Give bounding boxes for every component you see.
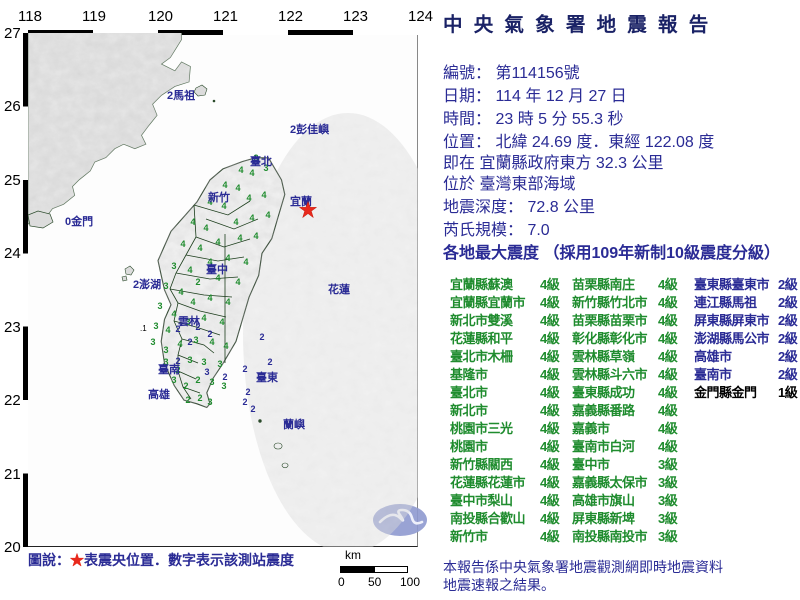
svg-text:3: 3: [163, 281, 168, 291]
svg-text:4: 4: [265, 210, 270, 220]
svg-text:2: 2: [250, 404, 255, 414]
svg-text:4: 4: [171, 309, 176, 319]
svg-text:4: 4: [237, 233, 242, 243]
svg-text:4: 4: [190, 217, 195, 227]
svg-text:3: 3: [163, 345, 168, 355]
svg-text:4: 4: [203, 223, 208, 233]
svg-text:2: 2: [195, 277, 200, 287]
svg-text:4: 4: [180, 239, 185, 249]
svg-text:4: 4: [243, 257, 248, 267]
svg-text:2馬祖: 2馬祖: [167, 88, 195, 102]
svg-text:4: 4: [215, 237, 220, 247]
svg-text:2澎湖: 2澎湖: [133, 277, 161, 291]
svg-text:2: 2: [242, 364, 247, 374]
svg-text:臺東: 臺東: [256, 370, 279, 384]
svg-text:4: 4: [261, 190, 266, 200]
svg-text:4: 4: [233, 217, 238, 227]
svg-text:蘭嶼: 蘭嶼: [283, 417, 305, 431]
svg-text:2: 2: [195, 375, 200, 385]
svg-text:4: 4: [235, 183, 240, 193]
svg-text:4: 4: [235, 277, 240, 287]
svg-text:臺北: 臺北: [250, 154, 272, 168]
svg-text:4: 4: [190, 297, 195, 307]
svg-text:4: 4: [187, 265, 192, 275]
svg-text:4: 4: [223, 341, 228, 351]
svg-text:3: 3: [187, 355, 192, 365]
svg-text:3: 3: [157, 301, 162, 311]
svg-text:2: 2: [187, 337, 192, 347]
svg-text:2: 2: [245, 387, 250, 397]
svg-text:4: 4: [249, 168, 254, 178]
svg-text:4: 4: [201, 313, 206, 323]
svg-text:4: 4: [197, 243, 202, 253]
svg-text:雲林: 雲林: [178, 314, 200, 328]
svg-text:2: 2: [185, 395, 190, 405]
svg-text:2彭佳嶼: 2彭佳嶼: [290, 122, 329, 136]
svg-text:3: 3: [171, 375, 176, 385]
svg-text:4: 4: [249, 213, 254, 223]
svg-text:2: 2: [197, 393, 202, 403]
svg-text:3: 3: [207, 397, 212, 407]
svg-text:臺南: 臺南: [158, 362, 180, 376]
svg-text:2: 2: [222, 372, 227, 382]
svg-text:3: 3: [201, 357, 206, 367]
svg-text:0金門: 0金門: [65, 214, 93, 228]
svg-text:4: 4: [246, 193, 251, 203]
svg-text:4: 4: [165, 325, 170, 335]
svg-text:2: 2: [183, 381, 188, 391]
svg-text:.1: .1: [140, 324, 147, 333]
svg-text:2: 2: [207, 329, 212, 339]
svg-text:3: 3: [204, 367, 209, 377]
svg-text:3: 3: [221, 381, 226, 391]
svg-text:花蓮: 花蓮: [328, 282, 350, 296]
svg-text:3: 3: [150, 337, 155, 347]
svg-text:4: 4: [222, 180, 227, 190]
svg-text:3: 3: [193, 335, 198, 345]
svg-text:臺中: 臺中: [206, 262, 228, 276]
svg-text:3: 3: [171, 261, 176, 271]
svg-text:4: 4: [178, 287, 183, 297]
svg-text:4: 4: [177, 339, 182, 349]
svg-text:2: 2: [267, 357, 272, 367]
svg-text:新竹: 新竹: [208, 190, 230, 204]
svg-text:3: 3: [209, 377, 214, 387]
svg-text:2: 2: [259, 332, 264, 342]
svg-text:2: 2: [242, 397, 247, 407]
svg-text:4: 4: [225, 253, 230, 263]
svg-text:3: 3: [153, 321, 158, 331]
svg-text:4: 4: [253, 231, 258, 241]
svg-text:4: 4: [225, 297, 230, 307]
svg-text:3: 3: [217, 359, 222, 369]
svg-text:4: 4: [207, 293, 212, 303]
svg-text:4: 4: [238, 165, 243, 175]
svg-text:4: 4: [219, 317, 224, 327]
svg-text:高雄: 高雄: [148, 387, 170, 401]
